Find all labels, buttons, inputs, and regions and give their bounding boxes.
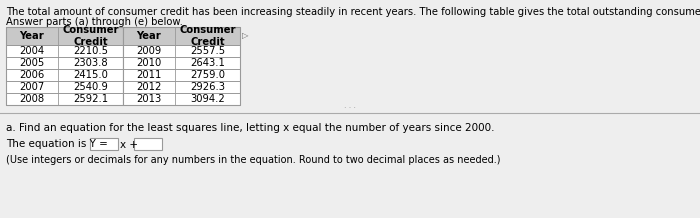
Text: 2012: 2012: [136, 82, 162, 92]
FancyBboxPatch shape: [123, 27, 240, 45]
FancyBboxPatch shape: [6, 93, 123, 105]
FancyBboxPatch shape: [6, 57, 123, 69]
Text: 2643.1: 2643.1: [190, 58, 225, 68]
Text: 2926.3: 2926.3: [190, 82, 225, 92]
Text: 3094.2: 3094.2: [190, 94, 225, 104]
FancyBboxPatch shape: [123, 57, 240, 69]
Text: 2005: 2005: [20, 58, 45, 68]
FancyBboxPatch shape: [123, 69, 240, 81]
Text: 2592.1: 2592.1: [73, 94, 108, 104]
FancyBboxPatch shape: [123, 45, 240, 57]
Text: 2011: 2011: [136, 70, 162, 80]
Text: 2004: 2004: [20, 46, 45, 56]
Text: 2540.9: 2540.9: [73, 82, 108, 92]
Text: Year: Year: [136, 31, 162, 41]
Text: The total amount of consumer credit has been increasing steadily in recent years: The total amount of consumer credit has …: [6, 7, 700, 17]
FancyBboxPatch shape: [6, 27, 123, 45]
FancyBboxPatch shape: [6, 45, 123, 57]
Text: ▷: ▷: [242, 31, 248, 41]
Text: · · ·: · · ·: [344, 104, 356, 112]
Text: 2303.8: 2303.8: [74, 58, 108, 68]
Text: 2557.5: 2557.5: [190, 46, 225, 56]
FancyBboxPatch shape: [6, 81, 123, 93]
Text: Answer parts (a) through (e) below.: Answer parts (a) through (e) below.: [6, 17, 183, 27]
FancyBboxPatch shape: [90, 138, 118, 150]
Text: Year: Year: [20, 31, 44, 41]
Text: Consumer
Credit: Consumer Credit: [62, 25, 119, 47]
Text: Consumer
Credit: Consumer Credit: [179, 25, 236, 47]
FancyBboxPatch shape: [123, 93, 240, 105]
Text: 2008: 2008: [20, 94, 45, 104]
Text: a. Find an equation for the least squares line, letting x equal the number of ye: a. Find an equation for the least square…: [6, 123, 494, 133]
FancyBboxPatch shape: [6, 69, 123, 81]
Text: 2010: 2010: [136, 58, 162, 68]
Text: 2009: 2009: [136, 46, 162, 56]
Text: 2006: 2006: [20, 70, 45, 80]
FancyBboxPatch shape: [123, 81, 240, 93]
Text: 2013: 2013: [136, 94, 162, 104]
Text: x +: x +: [120, 140, 138, 150]
Text: 2210.5: 2210.5: [73, 46, 108, 56]
Text: (Use integers or decimals for any numbers in the equation. Round to two decimal : (Use integers or decimals for any number…: [6, 155, 500, 165]
Text: The equation is Y =: The equation is Y =: [6, 139, 108, 149]
Text: 2415.0: 2415.0: [73, 70, 108, 80]
FancyBboxPatch shape: [134, 138, 162, 150]
Text: 2007: 2007: [20, 82, 45, 92]
Text: 2759.0: 2759.0: [190, 70, 225, 80]
